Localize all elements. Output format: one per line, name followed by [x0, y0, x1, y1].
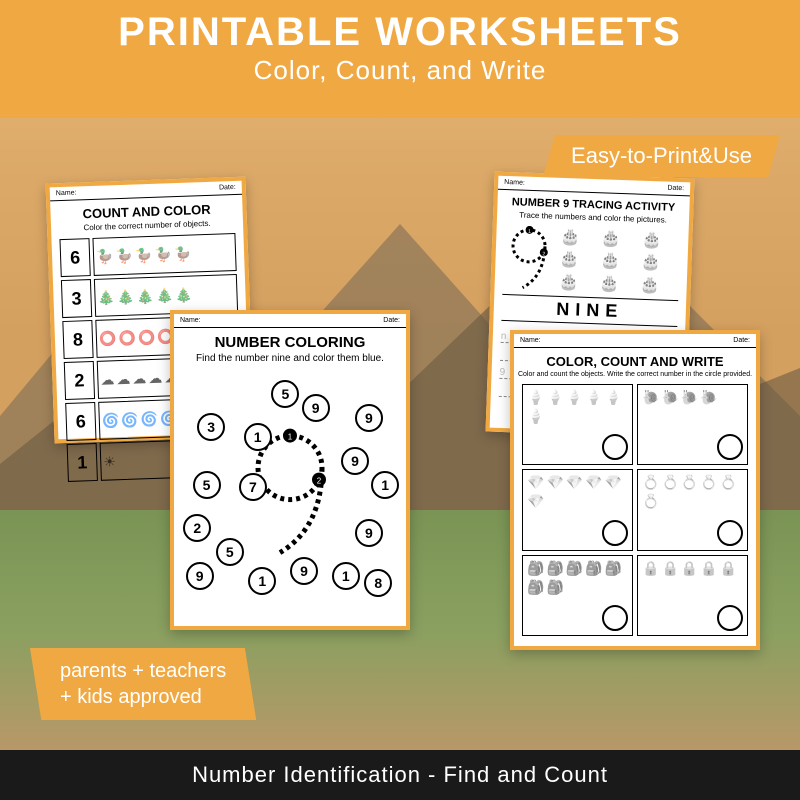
sheet1-number: 8: [62, 320, 93, 359]
sheet2-cakes: 🎂🎂🎂🎂🎂🎂🎂🎂🎂: [558, 227, 680, 296]
sheet1-objects: 🦆🦆🦆🦆🦆: [92, 233, 236, 276]
number-bubble: 3: [197, 413, 225, 441]
number-bubble: 9: [186, 562, 214, 590]
sheet4-cell: 🔒🔒🔒🔒🔒: [637, 555, 748, 636]
badge-approved-line2: + kids approved: [60, 684, 226, 710]
worksheet-color-count-write: Name:Date: COLOR, COUNT AND WRITE Color …: [510, 330, 760, 650]
nine-outline-icon: 12: [502, 225, 554, 292]
sheet3-instr: Find the number nine and color them blue…: [174, 353, 406, 364]
number-bubble: 9: [341, 447, 369, 475]
sheet-header: Name:Date:: [498, 176, 690, 197]
sheet1-number: 6: [59, 238, 90, 277]
answer-circle: [602, 520, 628, 546]
svg-text:2: 2: [542, 251, 545, 257]
sheet1-number: 1: [67, 443, 98, 482]
number-bubble: 5: [271, 380, 299, 408]
sheet-header: Name:Date:: [514, 334, 756, 348]
sheet4-cell: 🐌🐌🐌🐌: [637, 384, 748, 465]
badge-approved: parents + teachers + kids approved: [30, 648, 256, 720]
answer-circle: [717, 434, 743, 460]
number-bubble: 5: [216, 538, 244, 566]
badge-approved-line1: parents + teachers: [60, 658, 226, 684]
number-bubble: 5: [193, 471, 221, 499]
svg-text:1: 1: [528, 229, 531, 235]
svg-text:2: 2: [317, 477, 322, 486]
sheet4-grid: 🍦🍦🍦🍦🍦🍦🐌🐌🐌🐌💎💎💎💎💎💎💍💍💍💍💍💍🎒🎒🎒🎒🎒🎒🎒🔒🔒🔒🔒🔒: [514, 384, 756, 644]
answer-circle: [717, 520, 743, 546]
sheet4-cell: 💎💎💎💎💎💎: [522, 469, 633, 550]
number-bubble: 1: [371, 471, 399, 499]
sheet4-title: COLOR, COUNT AND WRITE: [514, 354, 756, 369]
number-bubble: 9: [355, 519, 383, 547]
sheet-header: Name:Date:: [50, 181, 242, 202]
sheet1-number: 3: [61, 279, 92, 318]
svg-text:1: 1: [288, 433, 293, 442]
number-bubble: 9: [355, 404, 383, 432]
sheet3-title: Number coloring: [174, 334, 406, 351]
number-bubble: 1: [248, 567, 276, 595]
sheet3-bubble-area: 12 53199579125919189: [174, 370, 406, 610]
answer-circle: [717, 605, 743, 631]
worksheet-number-coloring: Name:Date: Number coloring Find the numb…: [170, 310, 410, 630]
answer-circle: [602, 434, 628, 460]
sheet2-word: NINE: [501, 294, 678, 327]
number-bubble: 8: [364, 569, 392, 597]
header-subtitle: Color, Count, and Write: [0, 55, 800, 86]
badge-easy-print: Easy-to-Print&Use: [543, 135, 780, 177]
sheet4-instr: Color and count the objects. Write the c…: [514, 371, 756, 378]
number-bubble: 2: [183, 514, 211, 542]
sheet1-number: 6: [65, 402, 96, 441]
number-bubble: 1: [244, 423, 272, 451]
sheet-header: Name:Date:: [174, 314, 406, 328]
footer-banner: Number Identification - Find and Count: [0, 750, 800, 800]
sheet1-number: 2: [64, 361, 95, 400]
number-bubble: 9: [290, 557, 318, 585]
footer-text: Number Identification - Find and Count: [192, 762, 608, 787]
number-bubble: 1: [332, 562, 360, 590]
sheet4-cell: 💍💍💍💍💍💍: [637, 469, 748, 550]
answer-circle: [602, 605, 628, 631]
number-bubble: 9: [302, 394, 330, 422]
sheet4-cell: 🍦🍦🍦🍦🍦🍦: [522, 384, 633, 465]
sheet4-cell: 🎒🎒🎒🎒🎒🎒🎒: [522, 555, 633, 636]
header-title: PRINTABLE WORKSHEETS: [0, 10, 800, 55]
header-banner: PRINTABLE WORKSHEETS Color, Count, and W…: [0, 0, 800, 118]
number-bubble: 7: [239, 473, 267, 501]
